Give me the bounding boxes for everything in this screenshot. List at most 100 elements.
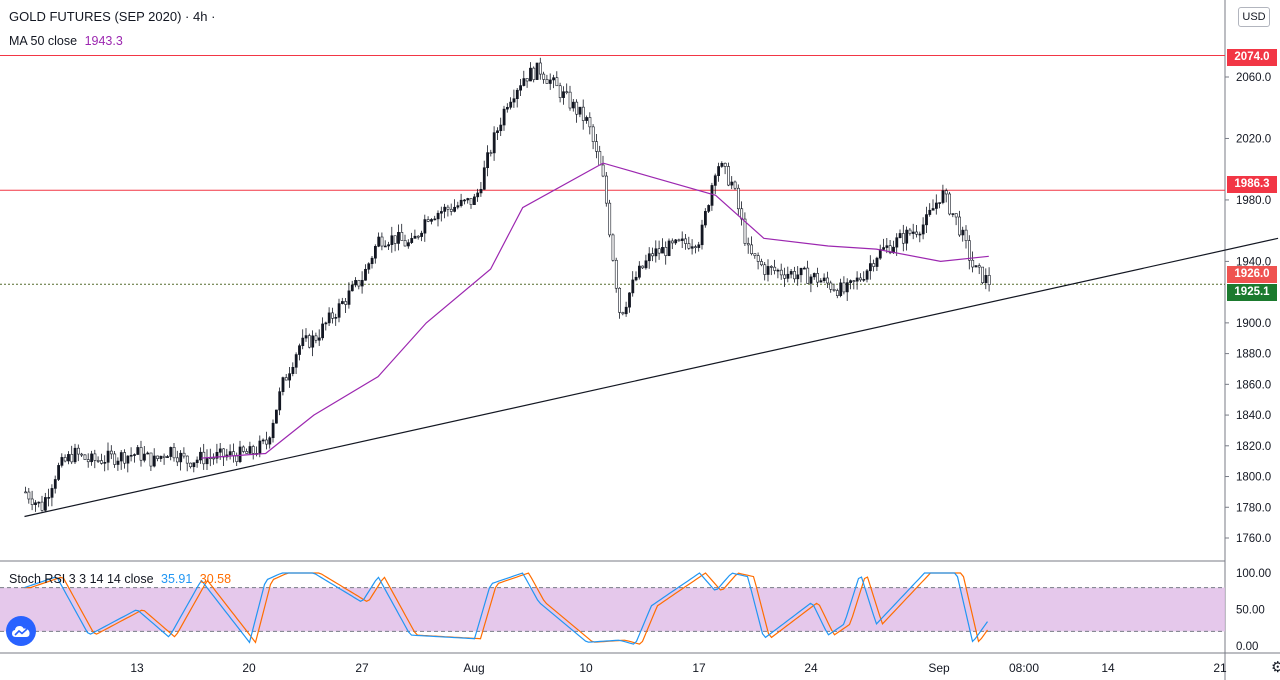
candle-body <box>446 206 450 210</box>
candle-body <box>251 446 255 454</box>
candle-body <box>357 280 361 287</box>
tradingview-logo[interactable] <box>6 616 36 646</box>
candle-body <box>195 459 199 464</box>
candle-body <box>403 240 407 247</box>
candle-body <box>63 457 67 462</box>
stoch-rsi-legend: Stoch RSI 3 3 14 14 close 35.91 30.58 <box>9 572 231 586</box>
candle-body <box>93 453 97 461</box>
price-axis-tick: 1820.0 <box>1236 441 1271 453</box>
candle-body <box>783 274 787 279</box>
candle-body <box>680 238 684 241</box>
candle-body <box>416 235 420 238</box>
candle-body <box>133 454 136 456</box>
stoch-rsi-label[interactable]: Stoch RSI 3 3 14 14 close <box>9 572 154 586</box>
candle-body <box>146 452 150 455</box>
candle-body <box>581 106 585 121</box>
candle-body <box>855 277 859 282</box>
candle-body <box>271 422 275 439</box>
candle-body <box>24 491 28 494</box>
candle-body <box>938 202 942 204</box>
candle-body <box>502 108 506 126</box>
candle-body <box>727 166 730 186</box>
ma50-line <box>201 162 989 459</box>
candle-body <box>925 214 928 226</box>
candle-body <box>505 107 509 110</box>
ma-label[interactable]: MA 50 close <box>9 34 78 48</box>
candle-body <box>519 85 523 91</box>
candle-body <box>743 218 747 244</box>
interval-label[interactable]: 4h <box>193 9 208 24</box>
candle-body <box>53 479 57 489</box>
time-axis-tick: 14 <box>1101 661 1115 675</box>
candle-body <box>364 268 367 281</box>
candle-body <box>812 273 816 278</box>
candle-body <box>261 439 265 442</box>
symbol-title[interactable]: GOLD FUTURES (SEP 2020) <box>9 9 182 24</box>
candle-body <box>713 175 717 186</box>
currency-badge[interactable]: USD <box>1238 7 1270 27</box>
price-axis-tick: 1800.0 <box>1236 472 1271 484</box>
candle-body <box>585 117 589 121</box>
stoch-d-line <box>24 572 988 645</box>
candle-body <box>238 446 242 462</box>
candle-body <box>872 263 876 267</box>
candle-body <box>987 275 991 285</box>
candle-body <box>205 457 209 465</box>
candle-body <box>73 447 77 463</box>
symbol-legend: GOLD FUTURES (SEP 2020) · 4h · <box>9 9 216 24</box>
price-tag-last: 1926.0 <box>1227 266 1277 283</box>
candle-body <box>278 391 282 411</box>
candle-body <box>515 89 519 100</box>
stoch-rsi-band <box>0 587 1225 632</box>
candle-body <box>595 141 598 152</box>
settings-gear-icon[interactable]: ⚙ <box>1271 659 1280 676</box>
candle-body <box>80 453 84 456</box>
candle-body <box>499 124 503 132</box>
candle-body <box>670 240 674 244</box>
candle-body <box>598 151 602 166</box>
candle-body <box>439 211 443 214</box>
candle-body <box>110 450 113 455</box>
time-axis-tick: 10 <box>579 661 593 675</box>
candle-body <box>604 175 608 204</box>
candle-body <box>284 377 288 381</box>
candle-body <box>274 409 278 424</box>
candle-body <box>139 447 143 461</box>
candle-body <box>839 282 843 296</box>
time-axis-tick: 24 <box>804 661 818 675</box>
candle-body <box>799 267 803 276</box>
candle-body <box>641 265 645 269</box>
candle-body <box>779 269 783 276</box>
candle-body <box>588 117 592 128</box>
candle-body <box>555 77 559 87</box>
price-tag-1986: 1986.3 <box>1227 176 1277 193</box>
candle-body <box>387 244 391 247</box>
candle-body <box>611 234 615 261</box>
candle-body <box>802 267 806 270</box>
candle-body <box>476 192 480 198</box>
candle-body <box>918 233 922 236</box>
candle-body <box>647 253 651 262</box>
candle-body <box>317 337 321 341</box>
candle-body <box>311 335 315 348</box>
candle-body <box>898 233 902 239</box>
candle-body <box>373 245 377 259</box>
candle-body <box>849 280 853 283</box>
candle-body <box>413 235 417 239</box>
candle-body <box>723 162 727 167</box>
candle-body <box>901 233 905 244</box>
candle-body <box>347 290 351 305</box>
candle-body <box>67 454 70 462</box>
candle-body <box>486 152 490 169</box>
candle-body <box>83 454 87 460</box>
candle-body <box>885 245 889 248</box>
candle-body <box>964 229 968 241</box>
candle-body <box>637 265 641 278</box>
candle-body <box>331 312 334 319</box>
candle-body <box>390 235 394 245</box>
candle-body <box>667 240 671 256</box>
candle-body <box>736 187 740 210</box>
candle-body <box>654 248 658 257</box>
price-axis-tick: 1900.0 <box>1236 318 1271 330</box>
